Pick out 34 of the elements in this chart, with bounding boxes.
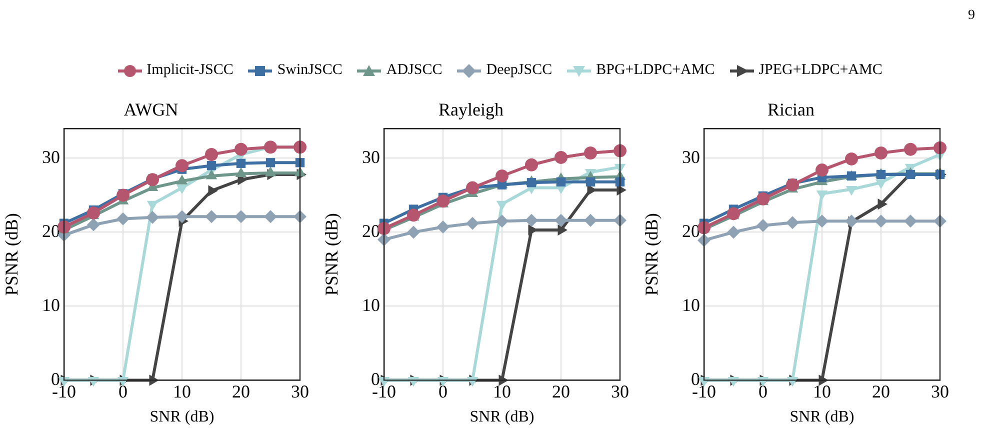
x-axis-title: SNR (dB) xyxy=(470,408,534,426)
y-tick-label: 10 xyxy=(362,294,380,315)
y-tick-label: 10 xyxy=(682,294,700,315)
legend-label: DeepJSCC xyxy=(486,62,552,79)
chart-title: Rician xyxy=(768,100,814,120)
legend-label: JPEG+LDPC+AMC xyxy=(758,62,882,79)
y-tick-label: 30 xyxy=(682,146,700,167)
y-tick-label: 10 xyxy=(42,294,60,315)
x-tick-label: 10 xyxy=(173,382,191,402)
x-axis-title: SNR (dB) xyxy=(150,408,214,426)
legend-label: BPG+LDPC+AMC xyxy=(596,62,715,79)
x-tick-label: 30 xyxy=(931,382,949,402)
x-tick-label: 10 xyxy=(813,382,831,402)
x-tick-label: 20 xyxy=(872,382,890,402)
text: 9 xyxy=(968,8,975,24)
x-tick-label: 0 xyxy=(438,382,448,402)
y-axis-title: PSNR (dB) xyxy=(322,213,342,296)
x-tick-label: 0 xyxy=(758,382,768,402)
y-axis-title: PSNR (dB) xyxy=(642,213,662,296)
y-axis-title: PSNR (dB) xyxy=(2,213,22,296)
y-tick-label: 30 xyxy=(362,146,380,167)
y-tick-label: 30 xyxy=(42,146,60,167)
x-axis-title: SNR (dB) xyxy=(790,408,854,426)
chart-title: Rayleigh xyxy=(438,100,504,120)
legend-label: Implicit-JSCC xyxy=(146,62,234,79)
x-tick-label: 30 xyxy=(611,382,629,402)
legend-label: SwinJSCC xyxy=(277,62,342,79)
legend-label: ADJSCC xyxy=(386,62,442,79)
x-tick-label: 30 xyxy=(291,382,309,402)
chart-title: AWGN xyxy=(124,100,178,120)
x-tick-label: 20 xyxy=(232,382,250,402)
x-tick-label: 0 xyxy=(118,382,128,402)
x-tick-label: 10 xyxy=(493,382,511,402)
x-tick-label: 20 xyxy=(552,382,570,402)
